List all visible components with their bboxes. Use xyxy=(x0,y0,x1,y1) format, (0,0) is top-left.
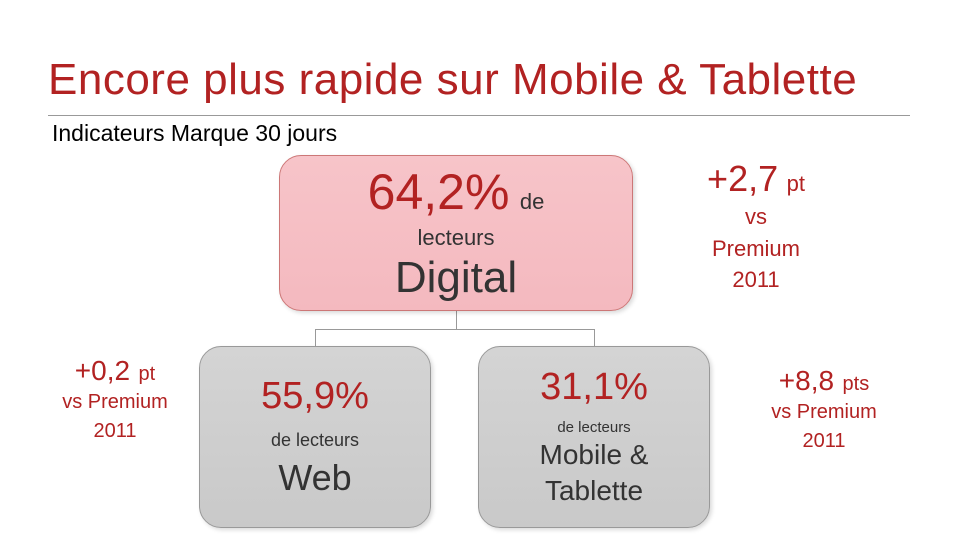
connector-root-stem xyxy=(456,311,457,329)
callout-web-unit: pt xyxy=(139,363,156,385)
callout-web-vs: vs Premium xyxy=(36,389,194,416)
digital-lecteurs: lecteurs xyxy=(417,225,494,251)
callout-digital: +2,7 pt vs Premium 2011 xyxy=(666,158,846,295)
mobile-percent: 31,1% xyxy=(540,366,648,409)
callout-digital-year: 2011 xyxy=(666,265,846,295)
digital-percent-row: 64,2% de xyxy=(368,163,545,221)
web-lecteurs: de lecteurs xyxy=(271,430,359,451)
callout-mobile: +8,8 pts vs Premium 2011 xyxy=(734,365,914,455)
callout-mobile-year: 2011 xyxy=(734,428,914,455)
card-mobile: 31,1% de lecteurs Mobile & Tablette xyxy=(478,346,710,528)
callout-digital-delta: +2,7 xyxy=(707,158,778,199)
digital-percent: 64,2% xyxy=(368,164,510,220)
mobile-label-line1: Mobile & xyxy=(540,438,649,472)
connector-left-stem xyxy=(315,329,316,346)
slide-title: Encore plus rapide sur Mobile & Tablette xyxy=(48,55,857,105)
title-underline xyxy=(48,115,910,116)
mobile-lecteurs: de lecteurs xyxy=(557,419,630,436)
callout-web-delta: +0,2 xyxy=(75,355,130,386)
web-label: Web xyxy=(278,457,351,499)
callout-web-delta-row: +0,2 pt xyxy=(36,355,194,387)
digital-sub: de xyxy=(520,189,544,214)
card-web: 55,9% de lecteurs Web xyxy=(199,346,431,528)
callout-mobile-delta-row: +8,8 pts xyxy=(734,365,914,397)
callout-digital-delta-row: +2,7 pt xyxy=(666,158,846,200)
callout-web: +0,2 pt vs Premium 2011 xyxy=(36,355,194,445)
callout-mobile-delta: +8,8 xyxy=(779,365,834,396)
card-digital: 64,2% de lecteurs Digital xyxy=(279,155,633,311)
digital-label: Digital xyxy=(395,253,517,303)
callout-mobile-unit: pts xyxy=(843,373,870,395)
web-percent: 55,9% xyxy=(261,375,369,418)
slide-subtitle: Indicateurs Marque 30 jours xyxy=(52,120,337,147)
callout-web-year: 2011 xyxy=(36,418,194,445)
mobile-label-line2: Tablette xyxy=(545,474,643,508)
connector-right-stem xyxy=(594,329,595,346)
callout-mobile-vs: vs Premium xyxy=(734,399,914,426)
callout-digital-unit: pt xyxy=(787,171,805,196)
callout-digital-vs: vs xyxy=(666,202,846,232)
callout-digital-premium: Premium xyxy=(666,234,846,264)
connector-hbar xyxy=(315,329,594,330)
